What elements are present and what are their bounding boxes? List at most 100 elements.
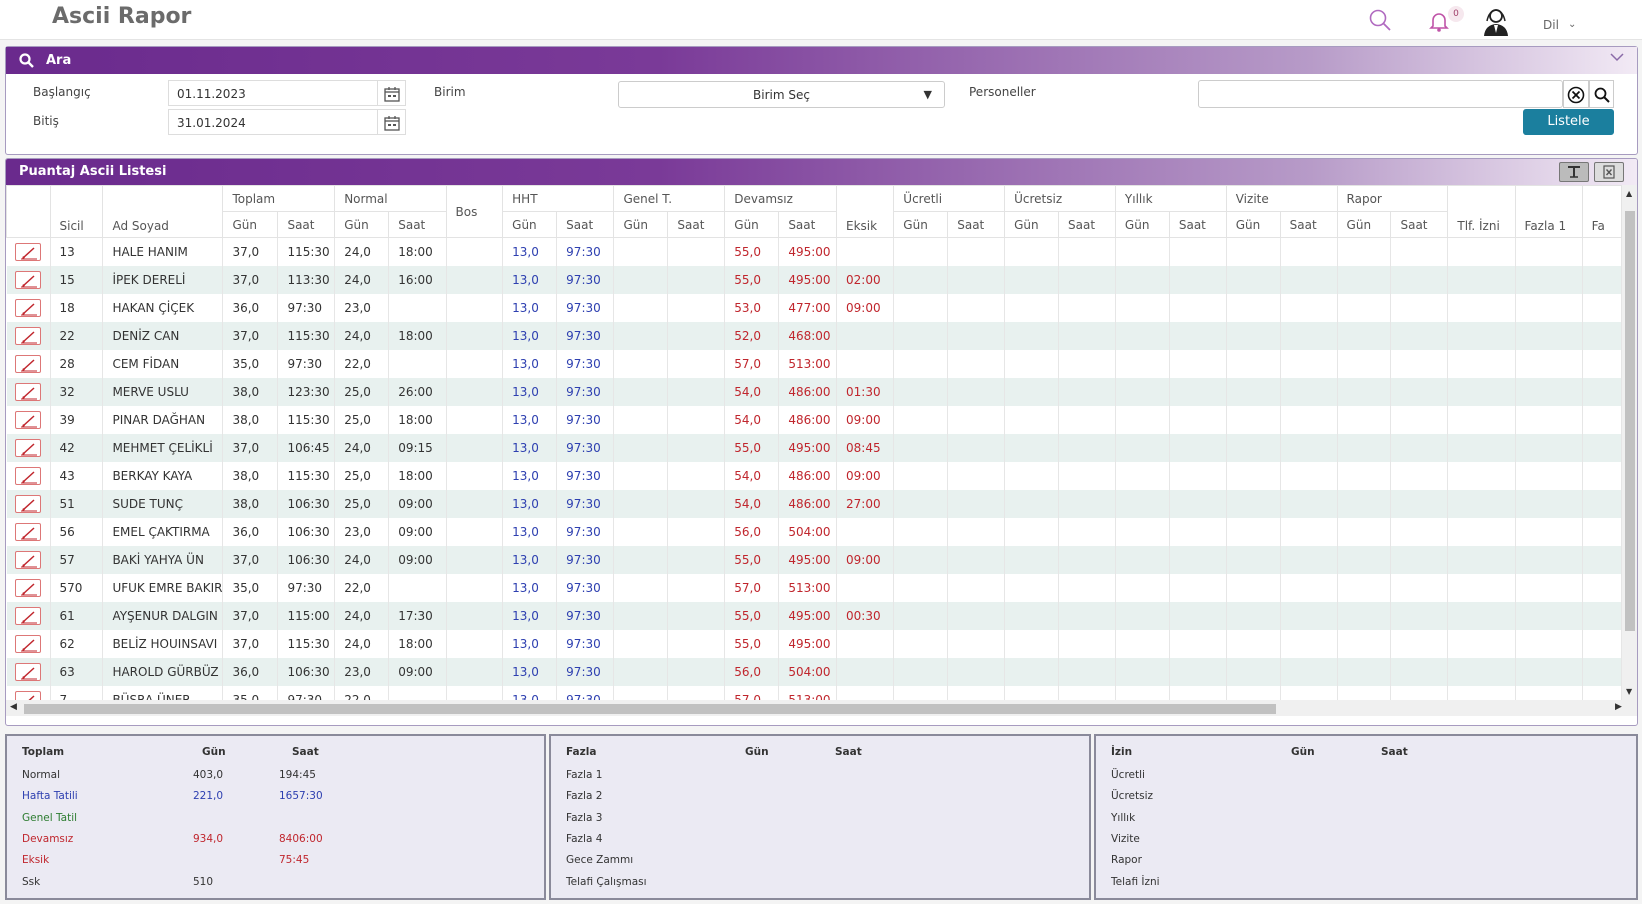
header-ucretsiz-gun[interactable]: Gün [1004, 211, 1060, 238]
edit-icon[interactable] [14, 578, 41, 597]
cell-empty [1390, 265, 1449, 294]
horizontal-scrollbar[interactable]: ◀ ▶ [6, 700, 1637, 716]
horizontal-scroll-thumb[interactable] [24, 704, 1276, 714]
edit-icon[interactable] [14, 606, 41, 625]
cell-ds: 486:00 [778, 377, 837, 406]
table-row[interactable]: 18 HAKAN ÇİÇEK 36,0 97:30 23,0 13,0 97:30 53,0 4… [6, 293, 1622, 322]
scroll-right-icon[interactable]: ▶ [1615, 702, 1622, 712]
header-hht-gun[interactable]: Gün [502, 211, 558, 238]
cell-empty [1004, 321, 1060, 350]
header-ucretsiz-saat[interactable]: Saat [1058, 211, 1116, 238]
language-selector[interactable]: Dil [1543, 18, 1559, 32]
edit-icon[interactable] [14, 382, 41, 401]
edit-icon[interactable] [14, 298, 41, 317]
edit-icon[interactable] [14, 494, 41, 513]
header-devamsiz-gun[interactable]: Gün [724, 211, 780, 238]
table-row[interactable]: 42 MEHMET ÇELİKLİ 37,0 106:45 24,0 09:15 13,0 9… [6, 433, 1622, 462]
edit-icon[interactable] [14, 242, 41, 261]
header-normal-saat[interactable]: Saat [388, 211, 447, 238]
header-normal-gun[interactable]: Gün [334, 211, 390, 238]
header-rapor-saat[interactable]: Saat [1390, 211, 1449, 238]
bell-icon[interactable] [1428, 10, 1452, 34]
header-yillik-gun[interactable]: Gün [1114, 211, 1170, 238]
personnel-input[interactable] [1198, 80, 1563, 108]
table-row[interactable]: 63 HAROLD GÜRBÜZ 36,0 106:30 23,0 09:00 13,0 97… [6, 657, 1622, 686]
header-sicil[interactable]: Sicil [49, 185, 104, 238]
personnel-search-icon[interactable] [1589, 80, 1614, 108]
vertical-scroll-thumb[interactable] [1625, 211, 1635, 631]
header-ucretli-saat[interactable]: Saat [947, 211, 1006, 238]
table-row[interactable]: 43 BERKAY KAYA 38,0 115:30 25,0 18:00 13,0 97:3… [6, 461, 1622, 490]
header-bos[interactable]: Bos [445, 185, 504, 238]
header-toplam-gun[interactable]: Gün [222, 211, 279, 238]
table-row[interactable]: 56 EMEL ÇAKTIRMA 36,0 106:30 23,0 09:00 13,0 97… [6, 517, 1622, 546]
header-tlf-izni[interactable]: Tlf. İzni [1447, 185, 1516, 238]
start-calendar-icon[interactable] [378, 80, 406, 106]
edit-icon[interactable] [14, 270, 41, 289]
collapse-chevron-icon[interactable] [1609, 51, 1625, 67]
edit-icon[interactable] [14, 438, 41, 457]
header-hht-saat[interactable]: Saat [556, 211, 615, 238]
cell-ng: 25,0 [334, 489, 390, 518]
edit-icon[interactable] [14, 326, 41, 345]
cell-gs [667, 321, 726, 350]
cell-ns: 18:00 [388, 321, 447, 350]
cell-gs [667, 629, 726, 658]
unit-select[interactable]: Birim Seç ▼ [618, 81, 945, 108]
header-yillik-saat[interactable]: Saat [1168, 211, 1227, 238]
header-fa[interactable]: Fa [1581, 185, 1622, 238]
scroll-down-icon[interactable]: ▼ [1626, 687, 1633, 696]
header-ad-soyad[interactable]: Ad Soyad [102, 185, 224, 238]
summary-toplam-header: Toplam [22, 746, 65, 758]
cell-empty [1115, 657, 1170, 686]
edit-icon[interactable] [14, 690, 41, 700]
table-row[interactable]: 28 CEM FİDAN 35,0 97:30 22,0 13,0 97:30 57,0 513… [6, 349, 1622, 378]
table-row[interactable]: 51 SUDE TUNÇ 38,0 106:30 25,0 09:00 13,0 97:30 5… [6, 489, 1622, 518]
cell-empty [1582, 573, 1622, 602]
table-row[interactable]: 39 PINAR DAĞHAN 38,0 115:30 25,0 18:00 13,0 97:… [6, 405, 1622, 434]
header-toplam-saat[interactable]: Saat [277, 211, 336, 238]
table-row[interactable]: 7 BÜŞRA ÜNER 35,0 97:30 22,0 13,0 97:30 57,0 513… [6, 685, 1622, 700]
scroll-left-icon[interactable]: ◀ [10, 702, 17, 712]
chevron-down-icon[interactable]: ⌄ [1568, 19, 1577, 30]
header-rapor-gun[interactable]: Gün [1336, 211, 1392, 238]
end-calendar-icon[interactable] [378, 109, 406, 135]
table-row[interactable]: 57 BAKİ YAHYA ÜN 37,0 106:30 24,0 09:00 13,0 97… [6, 545, 1622, 574]
header-eksik[interactable]: Eksik [835, 185, 895, 238]
header-fazla-1[interactable]: Fazla 1 [1514, 185, 1583, 238]
cell-empty [1582, 377, 1622, 406]
table-row[interactable]: 570 UFUK EMRE BAKIR 35,0 97:30 22,0 13,0 97:30… [6, 573, 1622, 602]
edit-icon[interactable] [14, 522, 41, 541]
header-vizite-saat[interactable]: Saat [1279, 211, 1338, 238]
table-row[interactable]: 15 İPEK DERELİ 37,0 113:30 24,0 16:00 13,0 97:3… [6, 265, 1622, 294]
edit-icon[interactable] [14, 550, 41, 569]
start-date-input[interactable]: 01.11.2023 [168, 80, 378, 106]
table-row[interactable]: 61 AYŞENUR DALGIN 37,0 115:00 24,0 17:30 13,0 9… [6, 601, 1622, 630]
text-export-icon[interactable] [1559, 162, 1589, 182]
header-genel-saat[interactable]: Saat [667, 211, 726, 238]
edit-icon[interactable] [14, 410, 41, 429]
header-devamsiz-saat[interactable]: Saat [778, 211, 837, 238]
header-vizite-gun[interactable]: Gün [1225, 211, 1281, 238]
vertical-scrollbar[interactable]: ▲ ▼ [1622, 185, 1637, 700]
edit-icon[interactable] [14, 466, 41, 485]
header-genel-gun[interactable]: Gün [613, 211, 669, 238]
cell-hg: 13,0 [502, 685, 558, 700]
search-panel-header[interactable]: Ara [6, 47, 1637, 74]
end-date-input[interactable]: 31.01.2024 [168, 109, 378, 135]
table-row[interactable]: 32 MERVE USLU 38,0 123:30 25,0 26:00 13,0 97:30… [6, 377, 1622, 406]
cell-sicil: 7 [50, 685, 104, 700]
edit-icon[interactable] [14, 662, 41, 681]
header-ucretli-gun[interactable]: Gün [893, 211, 949, 238]
excel-export-icon[interactable] [1594, 162, 1624, 182]
table-row[interactable]: 13 HALE HANIM 37,0 115:30 24,0 18:00 13,0 97:30… [6, 237, 1622, 266]
scroll-up-icon[interactable]: ▲ [1626, 189, 1633, 198]
edit-icon[interactable] [14, 354, 41, 373]
table-row[interactable]: 22 DENİZ CAN 37,0 115:30 24,0 18:00 13,0 97:30 5… [6, 321, 1622, 350]
search-icon[interactable] [1368, 8, 1392, 32]
user-avatar-icon[interactable] [1481, 6, 1511, 36]
list-button[interactable]: Listele [1523, 109, 1614, 135]
clear-icon[interactable] [1563, 80, 1589, 108]
edit-icon[interactable] [14, 634, 41, 653]
table-row[interactable]: 62 BELİZ HOUINSAVI 37,0 115:30 24,0 18:00 13,0… [6, 629, 1622, 658]
